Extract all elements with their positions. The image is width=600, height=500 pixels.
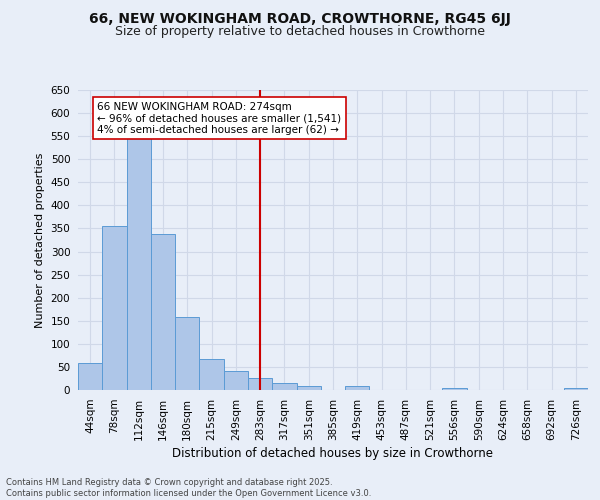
Text: Contains HM Land Registry data © Crown copyright and database right 2025.
Contai: Contains HM Land Registry data © Crown c… [6,478,371,498]
Bar [102,226,127,390]
Bar [127,138,151,390]
Bar [151,234,175,390]
Bar [248,378,272,390]
Bar [345,386,370,390]
Text: Size of property relative to detached houses in Crowthorne: Size of property relative to detached ho… [115,25,485,38]
Bar [199,358,224,390]
Bar [442,388,467,390]
Bar [296,386,321,390]
Bar [175,317,199,390]
Text: 66, NEW WOKINGHAM ROAD, CROWTHORNE, RG45 6JJ: 66, NEW WOKINGHAM ROAD, CROWTHORNE, RG45… [89,12,511,26]
Bar [224,370,248,390]
Bar [78,363,102,390]
Text: 66 NEW WOKINGHAM ROAD: 274sqm
← 96% of detached houses are smaller (1,541)
4% of: 66 NEW WOKINGHAM ROAD: 274sqm ← 96% of d… [97,102,341,134]
Bar [272,382,296,390]
Y-axis label: Number of detached properties: Number of detached properties [35,152,45,328]
Bar [564,388,588,390]
X-axis label: Distribution of detached houses by size in Crowthorne: Distribution of detached houses by size … [173,446,493,460]
